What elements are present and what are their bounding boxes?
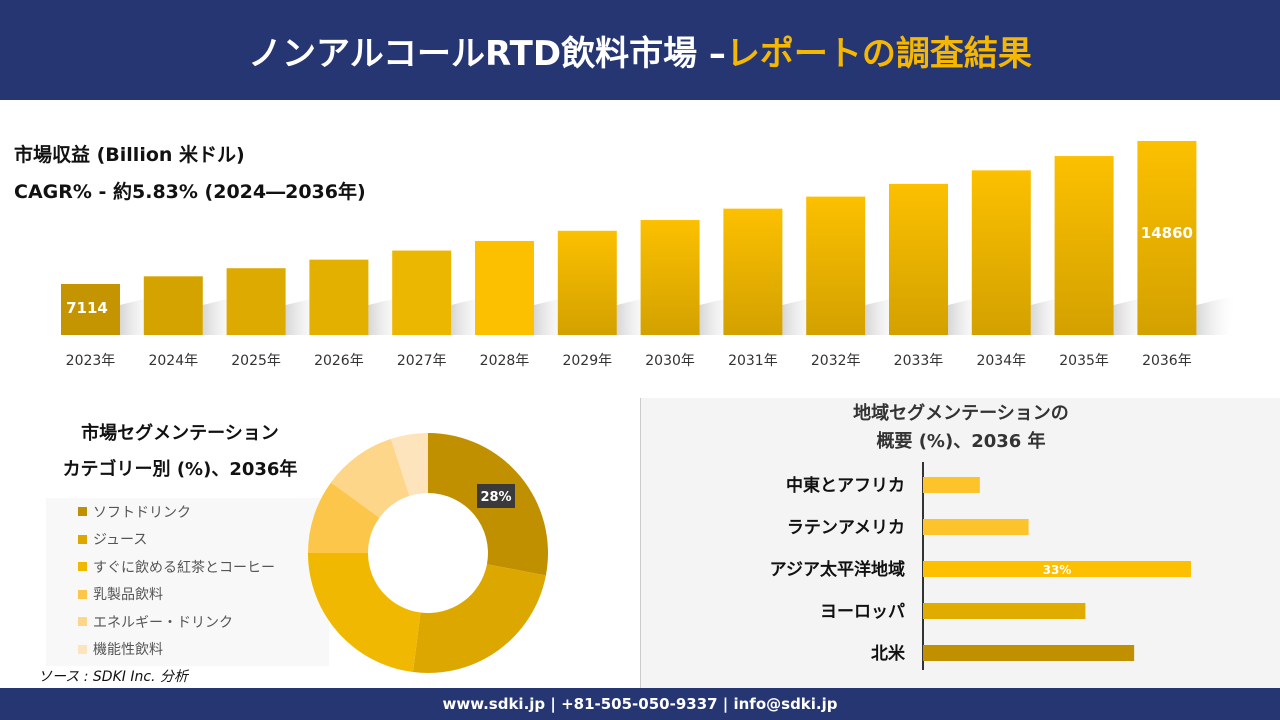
region-panel: 地域セグメンテーションの 概要 (%)、2036 年 中東とアフリカ ラテンアメリ… <box>640 398 1280 688</box>
region-bar <box>923 645 1135 661</box>
region-title: 地域セグメンテーションの 概要 (%)、2036 年 <box>761 400 1161 456</box>
bar-value-label: 14860 <box>1141 224 1193 242</box>
year-label: 2028年 <box>480 353 530 369</box>
revenue-bar <box>640 220 700 335</box>
title-main: ノンアルコールRTD飲料市場 – <box>248 33 726 74</box>
region-label: 中東とアフリカ <box>786 475 905 496</box>
legend-item: エネルギー・ドリンク <box>46 608 329 636</box>
year-label: 2033年 <box>894 353 944 369</box>
revenue-bar <box>1054 156 1114 335</box>
legend-label: 機能性飲料 <box>93 642 163 659</box>
legend-item: 機能性飲料 <box>46 636 329 664</box>
legend-label: エネルギー・ドリンク <box>93 614 233 631</box>
category-title-line2: カテゴリー別 (%)、2036年 <box>62 459 298 480</box>
region-bar <box>923 477 980 493</box>
revenue-bar <box>971 170 1031 335</box>
revenue-bar <box>475 240 534 335</box>
legend-item: すぐに飲める紅茶とコーヒー <box>46 553 329 581</box>
legend-swatch <box>78 589 87 599</box>
donut-slice <box>330 438 410 518</box>
region-label: 北米 <box>871 643 906 664</box>
donut-value-label: 28% <box>480 490 511 505</box>
revenue-chart: 市場収益 (Billion 米ドル) CAGR% - 約5.83% (2024―… <box>0 100 1280 395</box>
region-bar <box>923 603 1086 619</box>
legend-label: ソフトドリンク <box>93 504 191 521</box>
bar-shadow <box>1196 295 1238 335</box>
year-label: 2024年 <box>148 353 198 369</box>
legend-swatch <box>78 507 87 517</box>
revenue-bar <box>61 283 120 335</box>
revenue-bar <box>723 208 783 335</box>
region-label: ラテンアメリカ <box>787 518 905 538</box>
year-label: 2027年 <box>397 353 447 369</box>
legend-swatch <box>78 644 87 654</box>
revenue-bar <box>889 183 948 335</box>
category-panel: 市場セグメンテーション カテゴリー別 (%)、2036年 ソフトドリンク ジュース… <box>0 398 640 688</box>
revenue-bar <box>557 230 617 335</box>
region-value-label: 33% <box>1043 563 1072 577</box>
region-label: アジア太平洋地域 <box>770 559 905 580</box>
year-label: 2036年 <box>1142 353 1192 369</box>
donut-slice <box>412 564 546 673</box>
year-label: 2023年 <box>66 353 116 369</box>
legend-label: すぐに飲める紅茶とコーヒー <box>93 559 275 576</box>
donut-slice <box>390 433 428 496</box>
year-label: 2030年 <box>645 353 695 369</box>
revenue-bar <box>309 259 369 335</box>
donut-slice <box>308 482 380 553</box>
legend-swatch <box>78 534 87 544</box>
legend-swatch <box>78 562 87 572</box>
revenue-bar <box>143 276 203 335</box>
revenue-bar <box>806 196 866 335</box>
region-bar <box>923 561 1191 577</box>
legend-item: ジュース <box>46 526 329 554</box>
legend-label: ジュース <box>93 532 148 549</box>
region-bar <box>923 519 1029 535</box>
title-highlight: レポートの調査結果 <box>725 33 1032 74</box>
data-label-box <box>477 484 515 508</box>
footer-contact: www.sdki.jp | +81-505-050-9337 | info@sd… <box>0 688 1280 720</box>
revenue-bar <box>392 250 452 335</box>
revenue-bar <box>226 268 286 335</box>
revenue-title: 市場収益 (Billion 米ドル) <box>14 144 245 166</box>
legend-swatch <box>78 617 87 627</box>
legend-item: 乳製品飲料 <box>46 581 329 609</box>
legend-label: 乳製品飲料 <box>93 587 163 604</box>
year-label: 2034年 <box>976 353 1026 369</box>
region-label: ヨーロッパ <box>820 602 905 622</box>
year-label: 2032年 <box>811 353 861 369</box>
region-title-line1: 地域セグメンテーションの <box>853 403 1069 424</box>
header-banner: ノンアルコールRTD飲料市場 – レポートの調査結果 <box>0 0 1280 100</box>
year-label: 2029年 <box>562 353 612 369</box>
year-label: 2035年 <box>1059 353 1109 369</box>
year-label: 2025年 <box>231 353 281 369</box>
category-title: 市場セグメンテーション カテゴリー別 (%)、2036年 <box>40 418 320 486</box>
donut-slice <box>308 553 421 673</box>
region-title-line2: 概要 (%)、2036 年 <box>876 431 1046 452</box>
revenue-bars: 2023年 7114 2024年 2025年 2026年 2027年 2028年 2029年 2… <box>61 140 1238 369</box>
revenue-bar <box>1137 140 1197 335</box>
year-label: 2031年 <box>728 353 778 369</box>
year-label: 2026年 <box>314 353 364 369</box>
source-note: ソース : SDKI Inc. 分析 <box>38 669 188 685</box>
bar-value-label: 7114 <box>66 299 108 317</box>
category-legend: ソフトドリンク ジュースすぐに飲める紅茶とコーヒー 乳製品飲料エネルギー・ドリンク機… <box>46 498 329 666</box>
legend-item: ソフトドリンク <box>46 498 329 526</box>
category-title-line1: 市場セグメンテーション <box>81 423 279 444</box>
category-donut: 28% <box>308 433 548 673</box>
cagr-subtitle: CAGR% - 約5.83% (2024―2036年) <box>14 181 366 203</box>
